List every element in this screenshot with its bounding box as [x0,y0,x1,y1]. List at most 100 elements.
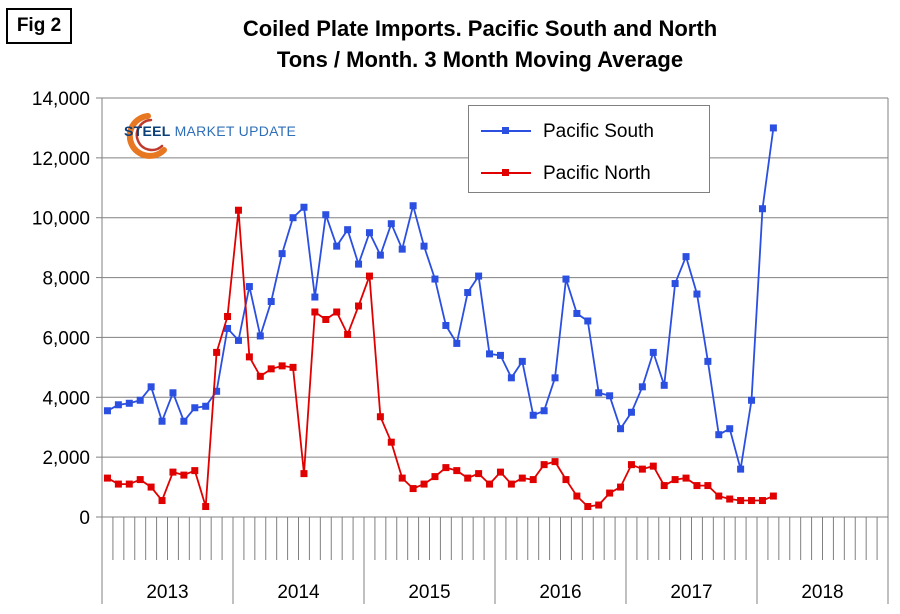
data-point-pacific-north [224,312,232,320]
data-point-pacific-north [649,462,657,470]
legend-marker-pacific-north [502,169,509,176]
data-point-pacific-north [715,492,723,500]
data-point-pacific-south [355,260,363,268]
series-lines [103,124,777,511]
data-point-pacific-south [398,245,406,253]
data-point-pacific-north [540,461,548,469]
data-point-pacific-south [420,242,428,250]
data-point-pacific-north [595,501,603,509]
data-point-pacific-north [136,476,144,484]
data-point-pacific-south [245,283,253,291]
data-point-pacific-north [737,497,745,505]
steel-market-update-logo [118,110,318,160]
data-point-pacific-north [671,476,679,484]
data-point-pacific-north [333,308,341,316]
data-point-pacific-north [213,348,221,356]
legend-marker-pacific-south [502,127,509,134]
data-point-pacific-south [125,399,133,407]
data-point-pacific-south [551,374,559,382]
data-point-pacific-south [704,357,712,365]
data-point-pacific-south [376,251,384,259]
data-point-pacific-north [693,482,701,490]
data-point-pacific-north [180,471,188,479]
data-point-pacific-south [158,417,166,425]
data-point-pacific-north [507,480,515,488]
data-point-pacific-north [442,464,450,472]
data-point-pacific-north [355,302,363,310]
data-point-pacific-north [322,315,330,323]
data-point-pacific-south [617,425,625,433]
data-point-pacific-north [518,474,526,482]
y-tick-label: 2,000 [42,448,90,469]
data-point-pacific-south [693,290,701,298]
data-point-pacific-north [344,330,352,338]
data-point-pacific-north [278,362,286,370]
data-point-pacific-north [529,476,537,484]
data-point-pacific-south [256,332,264,340]
data-point-pacific-south [638,383,646,391]
data-point-pacific-north [311,308,319,316]
data-point-pacific-south [278,250,286,258]
data-point-pacific-north [147,483,155,491]
data-point-pacific-north [431,473,439,481]
data-point-pacific-north [453,467,461,475]
data-point-pacific-south [562,275,570,283]
data-point-pacific-south [748,396,756,404]
x-year-label: 2014 [277,582,320,603]
data-point-pacific-north [387,438,395,446]
data-point-pacific-south [671,280,679,288]
data-point-pacific-south [191,404,199,412]
y-tick-label: 10,000 [32,209,90,230]
data-point-pacific-south [475,272,483,280]
data-point-pacific-north [289,363,297,371]
logo-wordmark: STEEL MARKET UPDATE [124,123,296,139]
data-point-pacific-south [758,205,766,213]
y-tick-label: 0 [79,508,90,529]
data-point-pacific-north [562,476,570,484]
data-point-pacific-south [715,431,723,439]
data-point-pacific-south [737,465,745,473]
data-point-pacific-north [365,272,373,280]
data-point-pacific-south [147,383,155,391]
data-point-pacific-north [202,503,210,511]
data-point-pacific-south [431,275,439,283]
data-point-pacific-north [638,465,646,473]
data-point-pacific-south [311,293,319,301]
data-point-pacific-south [136,396,144,404]
data-point-pacific-south [573,309,581,317]
data-point-pacific-south [769,124,777,132]
data-point-pacific-south [627,408,635,416]
data-point-pacific-north [234,206,242,214]
chart-title-line-2: Tons / Month. 3 Month Moving Average [276,47,684,72]
data-point-pacific-south [660,381,668,389]
legend-label-pacific-north: Pacific North [543,163,651,184]
data-point-pacific-south [300,203,308,211]
data-point-pacific-north [464,474,472,482]
data-point-pacific-north [376,413,384,421]
data-point-pacific-north [584,503,592,511]
data-point-pacific-south [213,387,221,395]
data-point-pacific-south [180,417,188,425]
y-tick-label: 12,000 [32,149,90,170]
data-point-pacific-north [486,480,494,488]
data-point-pacific-north [398,474,406,482]
data-point-pacific-north [748,497,756,505]
data-point-pacific-north [191,467,199,475]
data-point-pacific-north [617,483,625,491]
chart-title-line-1: Coiled Plate Imports. Pacific South and … [242,16,718,41]
data-point-pacific-south [224,324,232,332]
legend-label-pacific-south: Pacific South [543,121,654,142]
data-point-pacific-south [649,348,657,356]
legend-item-pacific-north: Pacific North [469,158,709,188]
data-point-pacific-south [289,214,297,222]
legend: Pacific South Pacific North [468,105,710,193]
data-point-pacific-south [529,411,537,419]
data-point-pacific-south [103,407,111,415]
data-point-pacific-south [518,357,526,365]
data-point-pacific-south [365,229,373,237]
data-point-pacific-north [682,474,690,482]
series-line-pacific-south [107,127,775,470]
data-point-pacific-south [267,298,275,306]
data-point-pacific-north [125,480,133,488]
